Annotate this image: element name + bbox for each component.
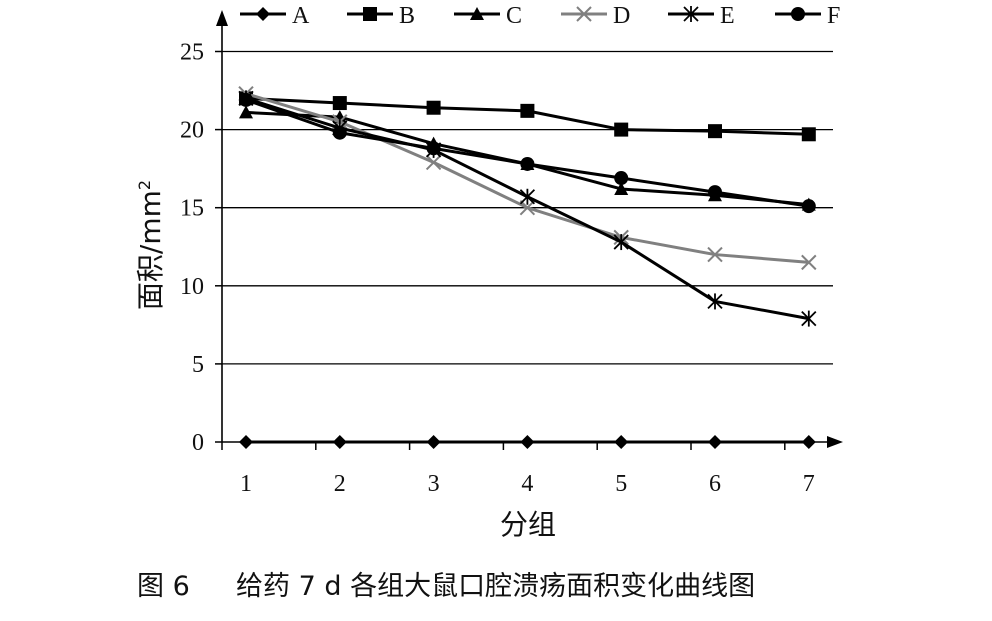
legend-label: B [399, 3, 415, 29]
y-axis-title-superscript: 2 [135, 180, 154, 190]
series-f-point [614, 171, 629, 186]
series-d-point [801, 254, 817, 271]
figure-caption-text: 给药 7 d 各组大鼠口腔溃疡面积变化曲线图 [236, 571, 755, 602]
legend-marker [256, 7, 270, 21]
series-a-point [708, 435, 722, 449]
marker-stroke [519, 199, 536, 216]
series-e-point [801, 310, 817, 327]
legend-item-a: A [240, 3, 310, 29]
series-a-point [239, 435, 253, 449]
legend-label: A [292, 3, 310, 29]
series-d-point [707, 246, 723, 263]
series-a [239, 435, 816, 449]
legend-marker [791, 7, 805, 21]
y-tick-label: 0 [192, 430, 204, 456]
legend-item-c: C [454, 3, 522, 29]
series-e-point [707, 293, 723, 310]
legend-marker [683, 6, 699, 22]
y-tick-label: 20 [180, 118, 204, 144]
y-tick-label: 5 [192, 352, 204, 378]
x-tick-label: 2 [334, 471, 346, 497]
series-b-point [332, 96, 347, 111]
series-a-point [801, 435, 816, 449]
series-f-point [426, 141, 441, 156]
series-a-point [332, 435, 347, 449]
series-b-point [708, 124, 722, 139]
series-d-line [245, 92, 809, 264]
series-d-point [425, 154, 442, 171]
series-f-point [801, 199, 816, 214]
series-c-point [239, 105, 253, 119]
y-tick-label: 25 [180, 40, 204, 66]
series-e-point [519, 188, 536, 205]
marker-stroke [425, 154, 442, 171]
x-axis-title: 分组 [500, 508, 556, 541]
legend: A B C D E F [240, 3, 840, 29]
y-tick-label: 10 [180, 274, 204, 300]
x-axis-arrow [827, 436, 843, 448]
series-c-point [614, 181, 629, 195]
axes: 0 5 10 15 20 25 1 2 3 4 5 6 7 [180, 10, 843, 497]
series-f-point [239, 92, 253, 107]
series-b-point [426, 100, 441, 115]
x-tick-label: 4 [521, 471, 533, 497]
series-f-point [332, 125, 347, 140]
legend-marker [470, 7, 484, 20]
x-tick-label: 1 [240, 471, 252, 497]
legend-item-b: B [347, 3, 415, 29]
legend-item-f: F [775, 3, 840, 29]
legend-label: D [613, 3, 630, 29]
legend-label: E [720, 3, 735, 29]
series-f-point [708, 185, 722, 200]
y-axis-title: 面积/mm2 [134, 180, 167, 310]
y-axis-title-main: 面积/mm [134, 190, 167, 310]
series-a-point [426, 435, 441, 449]
legend-label: C [506, 3, 522, 29]
legend-label: F [827, 3, 840, 29]
series-a-point [614, 435, 629, 449]
series-f-point [520, 156, 535, 171]
marker-stroke [707, 246, 723, 263]
marker-stroke [801, 254, 817, 271]
figure-caption-label: 图 6 [137, 571, 190, 602]
x-tick-label: 3 [428, 471, 440, 497]
legend-item-d: D [561, 3, 630, 29]
x-tick-label: 6 [709, 471, 721, 497]
marker-stroke [576, 6, 592, 22]
series-b-point [520, 103, 535, 118]
series-layer [238, 85, 817, 449]
series-a-point [520, 435, 535, 449]
x-tick-label: 7 [803, 471, 815, 497]
series-f [239, 92, 816, 214]
series-e-point [613, 234, 629, 251]
y-tick-label: 15 [180, 196, 204, 222]
x-tick-label: 5 [615, 471, 627, 497]
y-axis-arrow [216, 10, 228, 26]
series-b-point [614, 122, 629, 137]
series-d-point [519, 199, 536, 216]
legend-marker [576, 6, 592, 22]
legend-marker [363, 7, 377, 21]
legend-item-e: E [668, 3, 735, 29]
series-b-point [801, 127, 816, 142]
